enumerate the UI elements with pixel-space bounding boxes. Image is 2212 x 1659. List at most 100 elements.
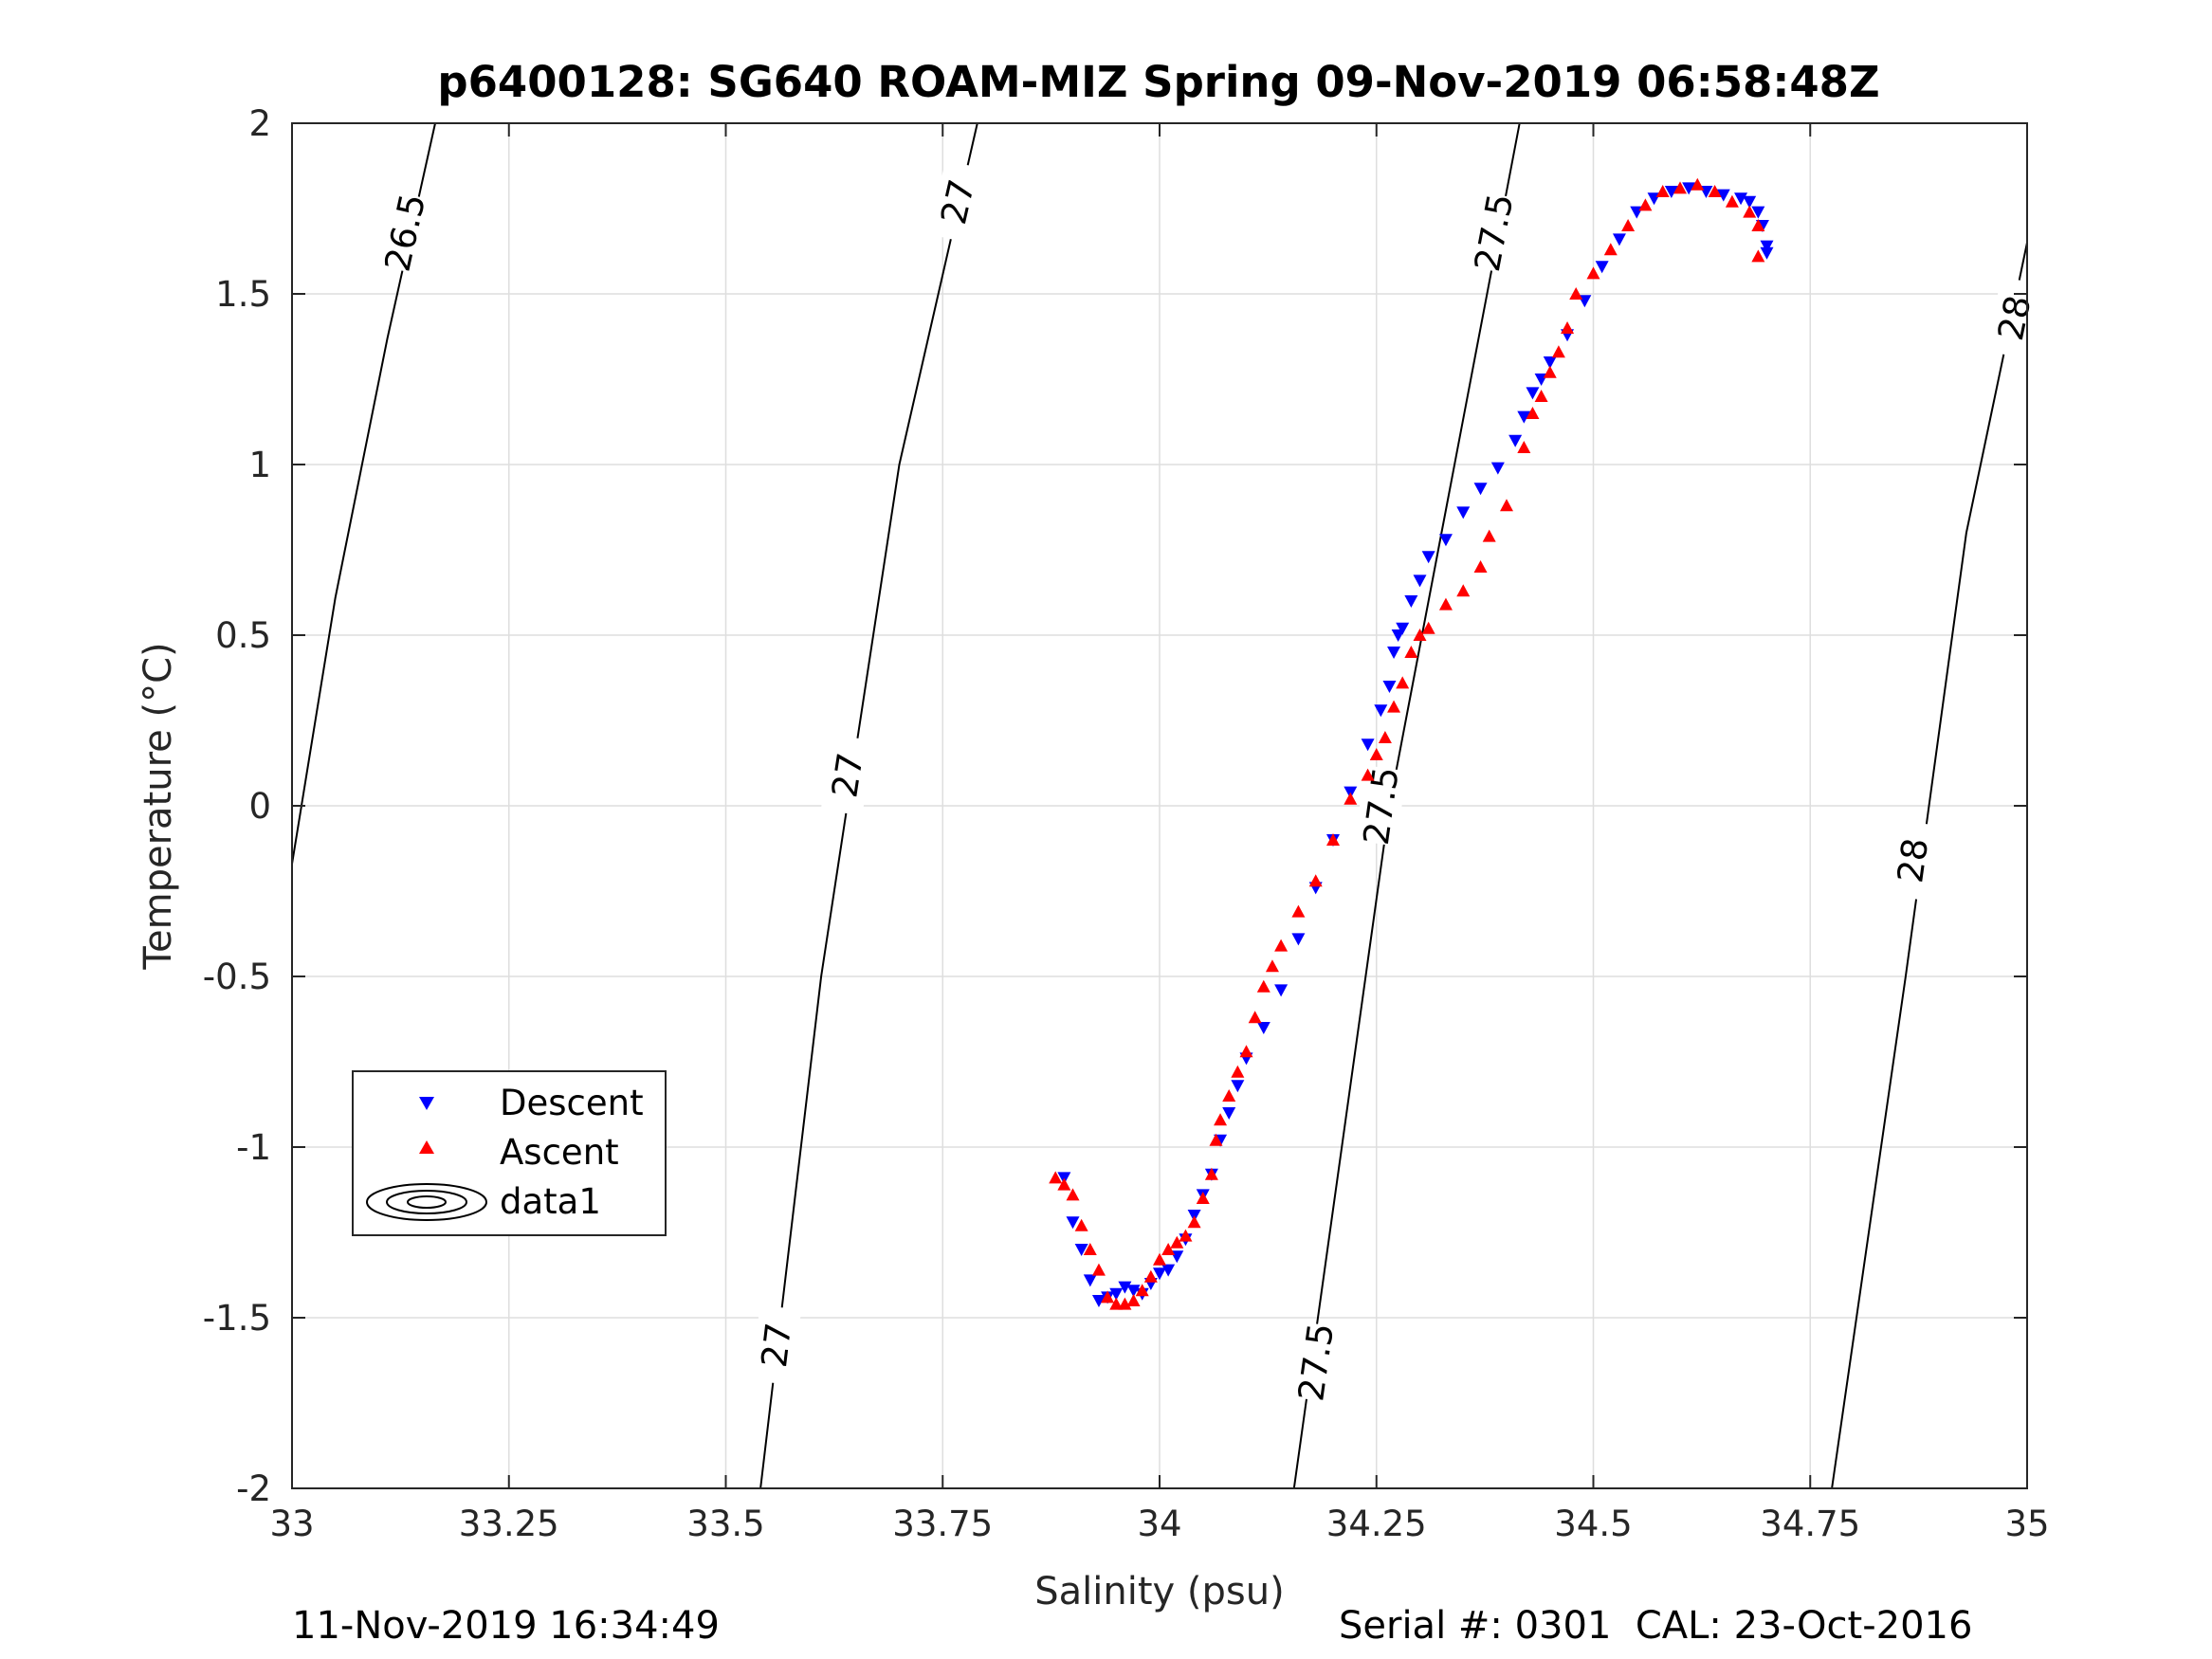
ascent-point: [1196, 1192, 1210, 1204]
footer-timestamp: 11-Nov-2019 16:34:49: [292, 1604, 720, 1648]
ascent-point: [1500, 499, 1513, 512]
ascent-point: [1586, 266, 1600, 280]
ascent-point: [1751, 249, 1765, 263]
y-tick-label: -0.5: [203, 957, 271, 997]
x-tick-label: 35: [2004, 1504, 2049, 1544]
descent-point: [1490, 462, 1505, 475]
ascent-point: [1308, 874, 1323, 887]
contour-label-gap: [375, 191, 434, 275]
descent-point: [1682, 182, 1696, 195]
ascent-point: [1569, 287, 1583, 300]
density-contour-line: [1831, 242, 2028, 1489]
ascent-point: [1551, 345, 1565, 358]
descent-point: [1231, 1080, 1245, 1093]
descent-point: [1760, 246, 1774, 260]
ascent-point: [1621, 219, 1636, 231]
ascent-point: [1126, 1294, 1141, 1306]
ascent-point: [1344, 792, 1358, 805]
descent-point: [1256, 1022, 1271, 1034]
descent-point: [1109, 1287, 1124, 1301]
ascent-point: [1387, 700, 1401, 713]
ascent-point: [1413, 629, 1427, 641]
ascent-point: [1109, 1297, 1124, 1310]
legend: Descent Ascent data1: [352, 1070, 667, 1236]
ascent-point: [1326, 833, 1340, 846]
y-tick-label: 0.5: [215, 615, 271, 656]
ascent-point: [1214, 1113, 1228, 1126]
ascent-point: [1751, 219, 1765, 231]
descent-point: [1222, 1107, 1236, 1120]
chart-title: p6400128: SG640 ROAM-MIZ Spring 09-Nov-2…: [437, 57, 1879, 107]
ascent-point: [1135, 1284, 1149, 1297]
ascent-point: [1074, 1218, 1088, 1231]
axis-ticks: 33 33.25 33.5 33.75 34 34.25 34.5 34.75 35 2 1.5 1 0…: [203, 103, 2050, 1544]
ascent-point: [1265, 959, 1279, 973]
descent-point: [1508, 434, 1523, 447]
data-points: [1049, 177, 1774, 1310]
ascent-point: [1256, 979, 1271, 993]
descent-point: [1083, 1274, 1097, 1287]
contour-label-gap: [1886, 819, 1939, 902]
descent-point: [1438, 534, 1453, 547]
ascent-point: [1222, 1089, 1236, 1102]
y-axis-label: Temperature (°C): [137, 642, 180, 970]
ascent-point: [1396, 676, 1410, 689]
ascent-point: [1101, 1290, 1115, 1304]
ascent-point: [1161, 1243, 1176, 1255]
ascent-point: [1153, 1252, 1166, 1266]
ascent-point: [1473, 560, 1488, 573]
descent-point: [1404, 595, 1418, 608]
y-tick-label: 1: [248, 445, 271, 485]
x-tick-label: 33.5: [686, 1504, 764, 1544]
descent-point: [1387, 647, 1401, 659]
descent-point: [1456, 506, 1471, 520]
legend-descent-marker: [419, 1097, 434, 1110]
legend-descent-label: Descent: [500, 1083, 644, 1123]
ascent-point: [1655, 185, 1670, 197]
descent-point: [1473, 483, 1488, 496]
ascent-point: [1209, 1133, 1223, 1146]
descent-point: [1091, 1295, 1106, 1307]
ascent-point: [1187, 1215, 1201, 1229]
x-tick-label: 33: [269, 1504, 314, 1544]
descent-point: [1274, 984, 1289, 997]
descent-point: [1734, 192, 1748, 206]
ascent-point: [1369, 748, 1383, 760]
ascent-point: [1361, 768, 1375, 781]
y-tick-label: -1.5: [203, 1298, 271, 1339]
ascent-point: [1248, 1011, 1262, 1024]
contour-label-gap: [928, 159, 987, 244]
x-tick-label: 34: [1137, 1504, 1181, 1544]
descent-point: [1374, 704, 1388, 718]
contour-label: 27: [824, 750, 871, 800]
ascent-point: [1378, 731, 1392, 743]
descent-point: [1153, 1267, 1166, 1281]
x-tick-label: 33.25: [459, 1504, 559, 1544]
ascent-point: [1517, 441, 1531, 453]
contour-label-gap: [1985, 276, 2043, 359]
descent-point: [1595, 261, 1609, 274]
ascent-point: [1708, 185, 1722, 197]
ascent-point: [1482, 529, 1496, 542]
y-tick-label: 1.5: [215, 274, 271, 315]
descent-point: [1743, 195, 1757, 209]
descent-point: [1126, 1285, 1141, 1298]
descent-point: [1716, 189, 1730, 202]
x-tick-label: 34.5: [1554, 1504, 1632, 1544]
ascent-point: [1179, 1229, 1193, 1242]
legend-ascent-label: Ascent: [500, 1132, 619, 1173]
descent-point: [1421, 551, 1435, 564]
y-tick-label: -2: [236, 1468, 271, 1509]
ascent-point: [1673, 181, 1687, 194]
legend-data1-label: data1: [500, 1181, 601, 1222]
ascent-point: [1421, 621, 1435, 634]
ascent-point: [1118, 1297, 1132, 1310]
ascent-point: [1534, 390, 1548, 402]
descent-point: [1118, 1281, 1132, 1294]
ascent-point: [1057, 1177, 1071, 1191]
descent-point: [1517, 410, 1531, 424]
x-tick-label: 34.75: [1760, 1504, 1860, 1544]
descent-point: [1074, 1244, 1088, 1256]
legend-box: [352, 1070, 667, 1236]
